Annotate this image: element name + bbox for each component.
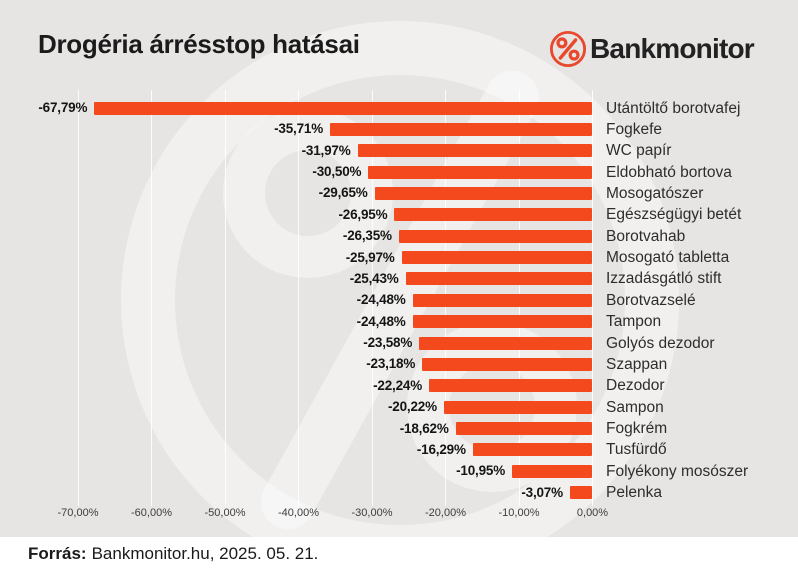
bar (94, 101, 593, 115)
bar-value-label: -35,71% (274, 121, 324, 137)
category-label: Tampon (606, 313, 662, 331)
category-label: Borotvazselé (606, 291, 696, 309)
bar (419, 336, 593, 350)
category-label: Szappan (606, 355, 668, 373)
category-label: Pelenka (606, 484, 663, 502)
bar (374, 186, 593, 200)
bar (368, 165, 593, 179)
source-line: Forrás: Bankmonitor.hu, 2025. 05. 21. (28, 544, 318, 564)
bar (512, 464, 593, 478)
bar-value-label: -23,58% (363, 335, 413, 351)
bar-value-label: -67,79% (38, 100, 88, 115)
category-label: Fogkrém (606, 420, 668, 438)
bar-value-label: -26,35% (342, 228, 392, 244)
brand-name: Bankmonitor (590, 33, 755, 64)
category-label: Mosogató tabletta (606, 249, 730, 267)
bar (443, 400, 593, 414)
bar-value-label: -24,48% (356, 292, 406, 308)
gridline (298, 90, 299, 506)
category-label: Golyós dezodor (606, 334, 715, 352)
bar-value-label: -23,18% (366, 356, 416, 372)
bar-value-label: -3,07% (521, 484, 563, 500)
bar-value-label: -20,22% (387, 399, 437, 415)
bar (330, 122, 593, 136)
bar-value-label: -25,97% (345, 249, 395, 265)
page-title: Drogéria árrésstop hatásai (38, 29, 360, 59)
bar (569, 486, 593, 500)
gridline (151, 90, 152, 506)
category-label: Egészségügyi betét (606, 206, 742, 224)
x-axis-tick-label: 0,00% (576, 507, 609, 519)
bar-value-label: -31,97% (301, 142, 351, 158)
bar (398, 229, 593, 243)
category-label: Folyékony mosószer (606, 462, 749, 480)
chart-background: Drogéria árrésstop hatásai Bankmonitor -… (0, 0, 798, 537)
source-text: Bankmonitor.hu, 2025. 05. 21. (91, 544, 319, 563)
bar (472, 443, 593, 457)
bar-value-label: -29,65% (318, 185, 368, 201)
gridline (77, 90, 79, 506)
footer: Forrás: Bankmonitor.hu, 2025. 05. 21. (0, 537, 798, 571)
category-label: Eldobható bortova (606, 163, 732, 181)
bar (405, 272, 593, 286)
brand-logo: Bankmonitor (549, 30, 755, 68)
bar-value-label: -18,62% (399, 420, 449, 436)
x-axis-tick-label: -60,00% (131, 507, 172, 519)
x-axis-tick-label: -40,00% (278, 507, 319, 519)
bar-value-label: -26,95% (338, 206, 388, 222)
bar-value-label: -25,43% (349, 270, 399, 286)
bar (401, 251, 593, 265)
x-axis-tick-label: -50,00% (204, 507, 246, 519)
bar (422, 357, 593, 371)
bar (412, 293, 593, 307)
bar (429, 379, 593, 393)
category-label: Dezodor (606, 377, 665, 395)
category-label: WC papír (606, 142, 672, 160)
bar-value-label: -10,95% (456, 463, 506, 479)
bar (412, 315, 593, 329)
bar (394, 208, 593, 222)
bar-value-label: -24,48% (356, 313, 406, 329)
category-label: Sampon (606, 398, 664, 416)
category-label: Tusfürdő (606, 441, 667, 459)
source-label: Forrás: (28, 544, 87, 563)
x-axis-tick-label: -30,00% (351, 507, 393, 519)
category-label: Fogkefe (606, 120, 663, 138)
bar (455, 422, 593, 436)
category-label: Utántöltő borotvafej (606, 99, 741, 117)
bar-chart: -70,00% -60,00% -50,00% -40,00% -30,00% -20,0… (38, 90, 749, 519)
x-axis-tick-label: -70,00% (57, 507, 99, 519)
x-axis-tick-label: -10,00% (498, 507, 540, 519)
gridline (224, 90, 226, 506)
bar (357, 144, 593, 158)
bar-value-label: -30,50% (312, 164, 362, 180)
bar-value-label: -22,24% (373, 377, 423, 393)
category-label: Mosogatószer (606, 184, 704, 202)
bar-value-label: -16,29% (416, 441, 466, 457)
gridline (592, 90, 593, 506)
percent-icon (549, 30, 587, 68)
gridline (371, 90, 373, 506)
category-label: Borotvahab (606, 227, 686, 245)
x-axis-tick-label: -20,00% (425, 507, 466, 519)
category-label: Izzadásgátló stift (606, 270, 722, 288)
